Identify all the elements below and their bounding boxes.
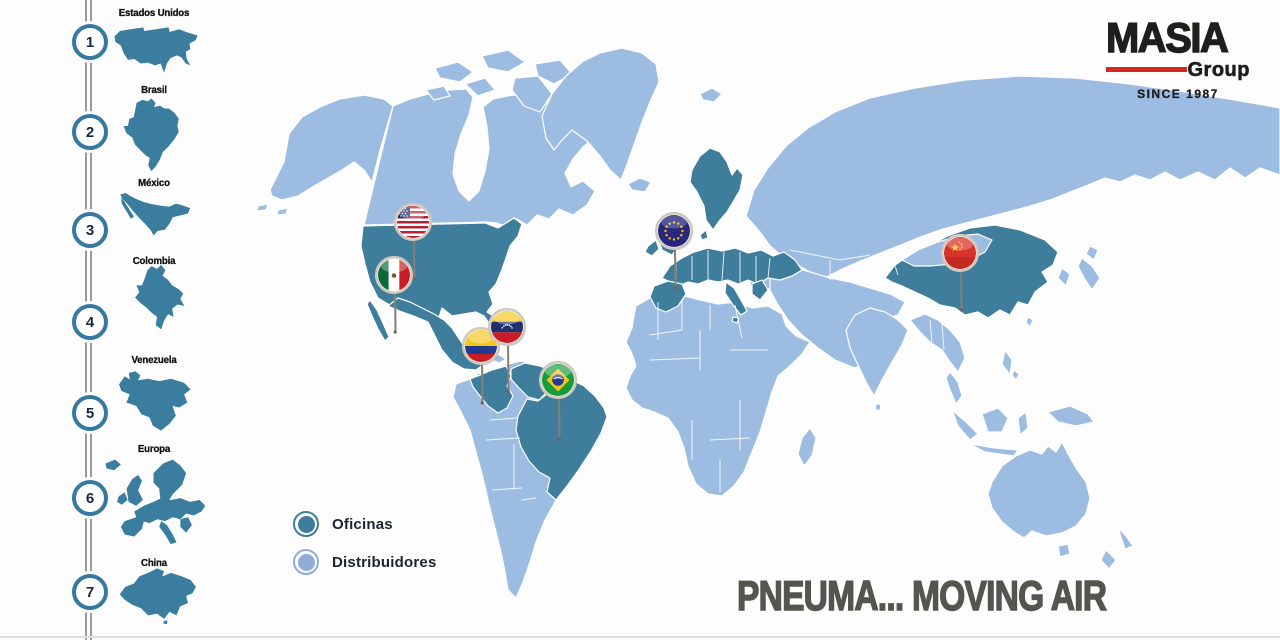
usa-flag-pin[interactable] [393, 202, 433, 281]
oficinas-swatch [293, 511, 319, 537]
europe-silhouette-icon [105, 459, 206, 545]
step-number-badge: 5 [72, 395, 108, 431]
china-silhouette-icon [119, 568, 196, 625]
legend-label: Oficinas [332, 515, 393, 533]
colombia-flag-pin[interactable] [461, 326, 501, 405]
tagline: PNEUMA... MOVING AIR [736, 571, 1107, 619]
country-label: Europa [137, 443, 171, 455]
office-regions [360, 147, 1059, 501]
venezuela-silhouette-icon [119, 371, 191, 431]
step-number-badge: 4 [72, 304, 108, 340]
step-number-badge: 1 [72, 24, 108, 60]
colombia-silhouette-icon [135, 264, 185, 330]
step-number-badge: 7 [72, 574, 108, 610]
distribuidores-swatch [293, 549, 319, 575]
country-label: Colombia [132, 255, 176, 267]
china-flag-pin[interactable] [940, 233, 980, 312]
step-number-badge: 3 [72, 212, 108, 248]
logo-red-underline [1106, 66, 1187, 72]
logo-since: SINCE 1987 [1137, 86, 1219, 101]
logo-subname: Group [1187, 58, 1250, 82]
distributor-regions [256, 47, 1280, 599]
masia-group-logo: MASIA Group SINCE 1987 [1105, 14, 1250, 101]
brazil-silhouette-icon [123, 98, 179, 172]
world-map [256, 47, 1280, 599]
bottom-divider [0, 636, 1280, 638]
brazil-flag-pin[interactable] [538, 360, 578, 441]
mexico-flag-pin[interactable] [374, 255, 414, 334]
step-number-badge: 2 [72, 114, 108, 150]
legend-item-oficinas: Oficinas [293, 511, 393, 537]
mexico-silhouette-icon [120, 192, 191, 236]
venezuela-flag-pin[interactable] [487, 307, 527, 393]
step-number-badge: 6 [72, 480, 108, 516]
country-label: México [138, 177, 170, 189]
country-label: Venezuela [131, 354, 177, 366]
country-label: Brasil [141, 84, 167, 96]
country-label: Estados Unidos [118, 7, 190, 19]
europe-flag-pin[interactable] [654, 211, 694, 290]
legend-label: Distribuidores [332, 553, 437, 571]
logo-name: MASIA [1105, 14, 1229, 61]
country-label: China [141, 557, 167, 569]
usa-silhouette-icon [114, 27, 198, 73]
legend-item-distribuidores: Distribuidores [293, 549, 436, 575]
